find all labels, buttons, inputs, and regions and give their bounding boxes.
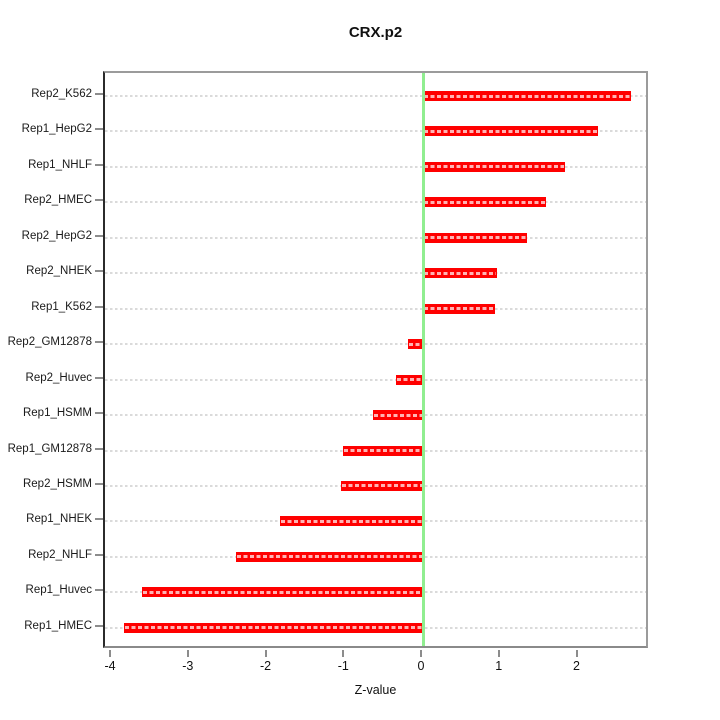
gridline bbox=[105, 201, 646, 204]
chart-title: CRX.p2 bbox=[348, 24, 403, 41]
zero-line bbox=[422, 73, 425, 646]
y-axis-label: Rep2_NHLF bbox=[28, 548, 92, 561]
y-axis-tick bbox=[95, 482, 103, 485]
bar-hatch bbox=[424, 165, 564, 169]
bar-hatch bbox=[280, 519, 422, 523]
bar bbox=[236, 551, 423, 562]
gridline bbox=[105, 378, 646, 381]
gridline bbox=[105, 95, 646, 97]
y-axis-label: Rep1_GM12878 bbox=[7, 442, 92, 455]
x-axis-tick bbox=[109, 650, 111, 657]
bar bbox=[341, 480, 423, 491]
y-axis-label: Rep1_HSMM bbox=[22, 407, 92, 420]
y-axis-tick bbox=[95, 163, 103, 166]
bar-hatch bbox=[237, 555, 422, 559]
bar-hatch bbox=[142, 590, 422, 594]
y-axis-label: Rep1_HepG2 bbox=[21, 123, 92, 136]
y-axis-label: Rep2_HMEC bbox=[24, 194, 92, 207]
bar bbox=[395, 374, 423, 385]
y-axis-label: Rep1_HMEC bbox=[24, 619, 92, 632]
x-axis-tick-label: 2 bbox=[573, 659, 580, 673]
y-axis-tick bbox=[95, 518, 103, 521]
gridline bbox=[105, 236, 646, 239]
bar-hatch bbox=[125, 626, 422, 630]
bar-hatch bbox=[424, 129, 597, 133]
y-axis-label: Rep2_K562 bbox=[31, 88, 92, 100]
y-axis-tick bbox=[95, 305, 103, 308]
y-axis-tick bbox=[95, 93, 103, 95]
y-axis-tick bbox=[95, 624, 103, 627]
bar bbox=[342, 445, 423, 456]
x-axis-tick bbox=[497, 650, 500, 657]
bar-hatch bbox=[424, 94, 630, 98]
bar bbox=[124, 622, 423, 633]
gridline bbox=[105, 307, 646, 310]
x-axis-tick-label: 1 bbox=[495, 659, 503, 673]
x-axis-tick-label: -3 bbox=[182, 659, 194, 673]
bar-hatch bbox=[424, 271, 496, 275]
bar bbox=[423, 91, 631, 101]
y-axis-label: Rep2_HSMM bbox=[22, 477, 92, 490]
y-axis-label: Rep1_NHLF bbox=[28, 158, 92, 171]
plot-area bbox=[103, 71, 648, 648]
y-axis-tick bbox=[95, 234, 103, 237]
bar bbox=[423, 232, 528, 243]
bar-hatch bbox=[342, 484, 422, 488]
x-axis-tick bbox=[420, 650, 422, 657]
x-axis-tick bbox=[342, 650, 345, 657]
x-axis-tick-label: 0 bbox=[417, 659, 425, 673]
bar bbox=[423, 303, 495, 314]
y-axis-label: Rep1_NHEK bbox=[26, 513, 92, 526]
bar-hatch bbox=[396, 378, 422, 382]
gridline bbox=[105, 130, 646, 133]
bar-hatch bbox=[374, 413, 422, 417]
bar-hatch bbox=[424, 200, 545, 204]
x-axis-tick-label: -4 bbox=[104, 659, 116, 673]
x-axis-label: Z-value bbox=[354, 683, 397, 697]
y-axis-tick bbox=[95, 589, 103, 592]
y-axis-label: Rep2_Huvec bbox=[25, 371, 92, 384]
y-axis-tick bbox=[95, 412, 103, 415]
y-axis-label: Rep2_HepG2 bbox=[21, 229, 92, 242]
y-axis-label: Rep2_GM12878 bbox=[7, 336, 92, 349]
bar-hatch bbox=[424, 307, 494, 311]
x-axis-tick-label: -2 bbox=[259, 659, 272, 673]
y-axis-tick bbox=[95, 270, 103, 273]
bar-hatch bbox=[424, 236, 527, 240]
y-axis-tick bbox=[95, 341, 103, 344]
bar bbox=[373, 410, 423, 421]
y-axis-tick bbox=[95, 199, 103, 202]
bar bbox=[423, 161, 565, 172]
x-axis-tick bbox=[264, 650, 267, 657]
bar bbox=[279, 516, 423, 527]
bar bbox=[423, 268, 497, 279]
gridline bbox=[105, 165, 646, 168]
y-axis-tick bbox=[95, 553, 103, 556]
bar-hatch bbox=[409, 342, 422, 346]
y-axis-tick bbox=[95, 447, 103, 450]
bar bbox=[423, 126, 598, 137]
x-axis-tick bbox=[575, 650, 578, 657]
bar bbox=[141, 587, 423, 598]
bar bbox=[423, 197, 546, 208]
y-axis-label: Rep1_Huvec bbox=[25, 584, 92, 597]
gridline bbox=[105, 343, 646, 346]
x-axis-tick-label: -1 bbox=[337, 659, 349, 673]
y-axis-tick bbox=[95, 128, 103, 131]
gridline bbox=[105, 272, 646, 275]
y-axis-label: Rep1_K562 bbox=[31, 300, 92, 313]
x-axis-tick bbox=[186, 650, 189, 657]
bar-hatch bbox=[343, 449, 422, 452]
bar bbox=[408, 339, 423, 350]
y-axis-tick bbox=[95, 376, 103, 379]
y-axis-label: Rep2_NHEK bbox=[26, 265, 92, 278]
